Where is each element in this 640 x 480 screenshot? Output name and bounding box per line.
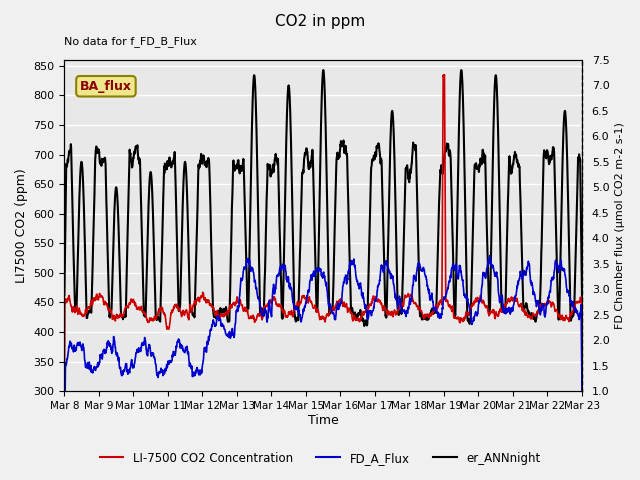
Text: BA_flux: BA_flux [80,80,132,93]
Text: CO2 in ppm: CO2 in ppm [275,14,365,29]
Y-axis label: LI7500 CO2 (ppm): LI7500 CO2 (ppm) [15,168,28,283]
Legend: LI-7500 CO2 Concentration, FD_A_Flux, er_ANNnight: LI-7500 CO2 Concentration, FD_A_Flux, er… [95,447,545,469]
Text: No data for f_FD_B_Flux: No data for f_FD_B_Flux [65,36,197,47]
Y-axis label: FD Chamber flux (μmol CO2 m-2 s-1): FD Chamber flux (μmol CO2 m-2 s-1) [615,122,625,329]
X-axis label: Time: Time [308,414,339,427]
